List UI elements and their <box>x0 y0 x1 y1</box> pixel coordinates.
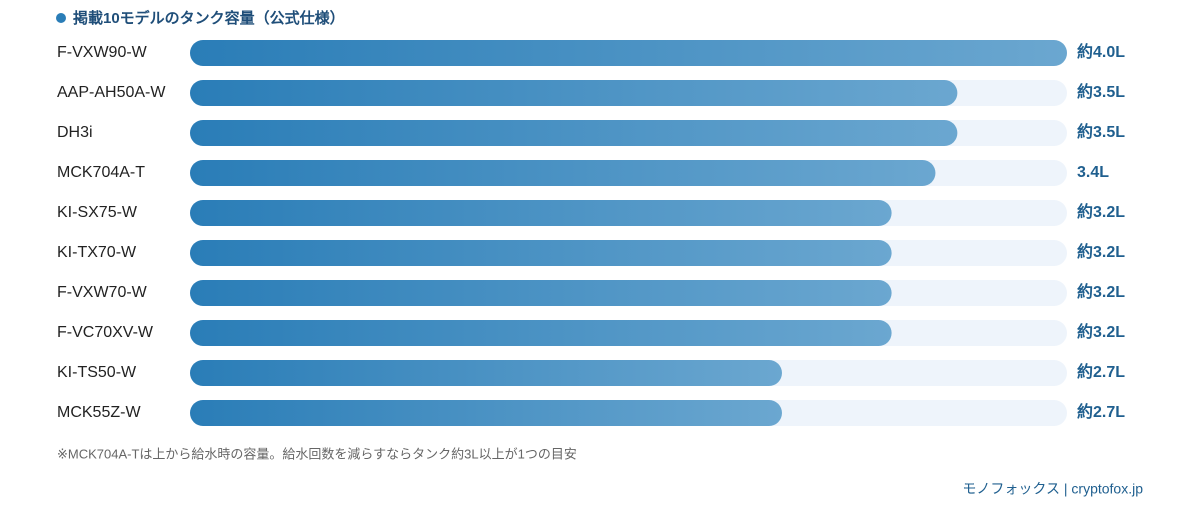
bar <box>190 280 892 306</box>
category-label: KI-SX75-W <box>57 204 138 221</box>
bar <box>190 360 782 386</box>
category-label: KI-TS50-W <box>57 364 137 381</box>
value-label: 約3.2L <box>1077 282 1125 301</box>
bar <box>190 400 782 426</box>
bar <box>190 120 958 146</box>
category-label: F-VXW70-W <box>57 284 148 301</box>
value-label: 3.4L <box>1077 164 1109 181</box>
category-label: MCK55Z-W <box>57 404 141 421</box>
bar <box>190 80 958 106</box>
source: モノフォックス | cryptofox.jp <box>962 481 1143 497</box>
value-label: 約3.5L <box>1077 82 1125 101</box>
chart-title: 掲載10モデルのタンク容量（公式仕様） <box>73 9 345 27</box>
value-label: 約3.2L <box>1077 322 1125 341</box>
category-label: AAP-AH50A-W <box>57 84 166 101</box>
bar <box>190 240 892 266</box>
value-label: 約3.5L <box>1077 122 1125 141</box>
category-label: MCK704A-T <box>57 164 145 181</box>
value-label: 約3.2L <box>1077 242 1125 261</box>
title-dot <box>56 13 66 23</box>
bar <box>190 40 1067 66</box>
category-label: F-VC70XV-W <box>57 324 154 341</box>
value-label: 約2.7L <box>1077 362 1125 381</box>
category-label: KI-TX70-W <box>57 244 137 261</box>
value-label: 約3.2L <box>1077 202 1125 221</box>
footnote: ※MCK704A-Tは上から給水時の容量。給水回数を減らすならタンク約3L以上が… <box>57 446 577 461</box>
category-label: DH3i <box>57 124 93 141</box>
category-label: F-VXW90-W <box>57 44 148 61</box>
value-label: 約4.0L <box>1077 42 1125 61</box>
bar <box>190 200 892 226</box>
bar <box>190 320 892 346</box>
bar <box>190 160 936 186</box>
value-label: 約2.7L <box>1077 402 1125 421</box>
